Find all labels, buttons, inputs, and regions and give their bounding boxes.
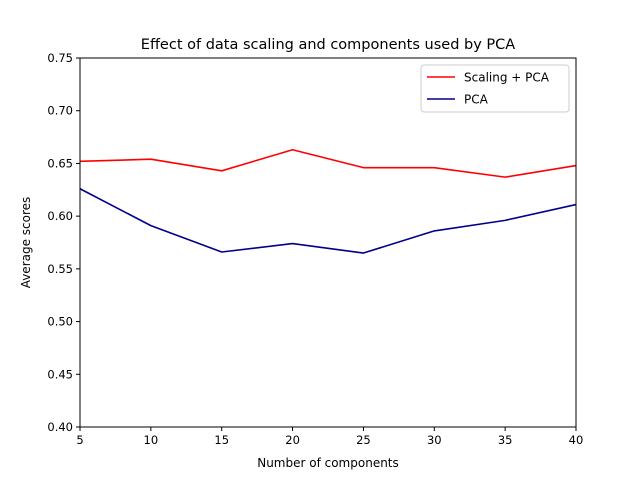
legend-label: PCA [464,93,489,107]
x-tick-label: 40 [569,433,584,447]
chart-title: Effect of data scaling and components us… [141,37,515,53]
y-tick-label: 0.60 [47,209,73,223]
x-axis-label: Number of components [257,456,399,470]
y-axis-label: Average scores [19,197,33,289]
y-tick-label: 0.75 [47,51,73,65]
y-tick-label: 0.50 [47,315,73,329]
y-tick-label: 0.70 [47,104,73,118]
legend-box [420,64,570,113]
x-tick-label: 15 [214,433,229,447]
x-tick-label: 30 [427,433,442,447]
x-tick-label: 35 [498,433,513,447]
x-tick-label: 5 [76,433,83,447]
legend: Scaling + PCA PCA [420,64,570,113]
y-tick-label: 0.40 [47,420,73,434]
series-line-1 [79,188,577,254]
axes-frame [79,57,577,428]
plot-area [79,148,577,254]
y-tick-label: 0.55 [47,262,73,276]
y-axis: 0.40 0.45 0.50 0.55 0.60 0.65 0.70 0.75 [47,51,80,434]
y-tick-label: 0.65 [47,156,73,170]
x-tick-label: 10 [144,433,159,447]
x-tick-label: 25 [356,433,371,447]
series-line-0 [79,148,577,178]
y-tick-label: 0.45 [47,367,73,381]
x-axis: 5 10 15 20 25 30 35 40 [76,427,583,447]
legend-label: Scaling + PCA [464,71,550,85]
x-tick-label: 20 [285,433,300,447]
